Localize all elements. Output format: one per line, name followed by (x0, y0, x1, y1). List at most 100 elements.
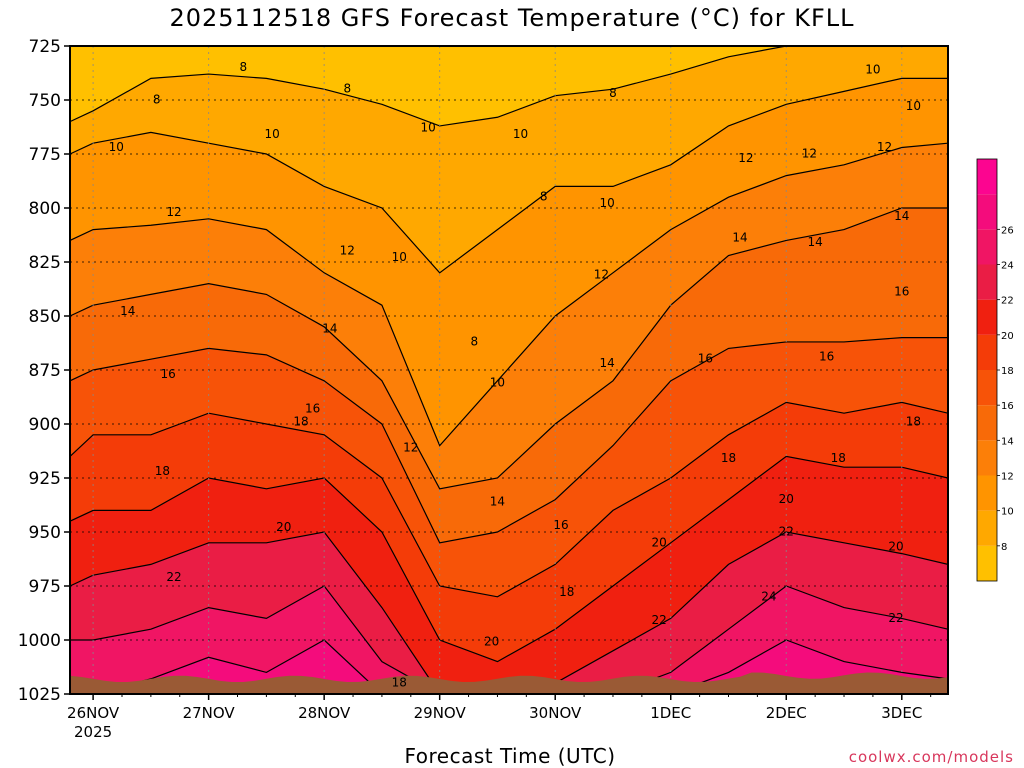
y-axis: 725 750 775 800 825 850 875 900 925 950 975 1000 102… (18, 37, 70, 705)
contour-label: 10 (420, 121, 435, 135)
contour-label: 20 (484, 635, 499, 649)
contour-label: 14 (120, 304, 135, 318)
colorbar-band-26 (977, 194, 997, 230)
colorbar-band-12 (977, 440, 997, 476)
isotherm-20 (70, 455, 948, 663)
y-tick-label: 775 (29, 145, 61, 165)
contour-label: 12 (594, 267, 609, 281)
y-tick-label: 725 (29, 37, 61, 57)
isotherm-10 (70, 77, 948, 274)
y-tick-label: 900 (29, 415, 61, 435)
isotherm-8 (70, 46, 948, 127)
colorbar-band-14 (977, 405, 997, 441)
contour-label: 8 (609, 86, 617, 100)
contour-label: 12 (802, 147, 817, 161)
contour-label: 12 (877, 140, 892, 154)
x-tick-sublabel: 2025 (74, 723, 112, 741)
colorbar-band-16 (977, 370, 997, 406)
colorbar-tick-label: 10 (1001, 507, 1014, 518)
colorbar: 8 10 12 14 16 18 20 22 24 26 (976, 158, 1014, 582)
x-axis-label: Forecast Time (UTC) (404, 744, 616, 768)
y-tick-label: 925 (29, 469, 61, 489)
contour-label: 12 (403, 440, 418, 454)
colorbar-tick-label: 26 (1001, 225, 1014, 236)
colorbar-band-24 (977, 229, 997, 265)
colorbar-tick-label: 20 (1001, 331, 1014, 342)
x-tick-label: 30NOV (529, 704, 582, 722)
colorbar-band-22 (977, 264, 997, 300)
contour-label: 10 (513, 127, 528, 141)
chart-title: 2025112518 GFS Forecast Temperature (°C)… (169, 4, 855, 32)
band-16-18 (70, 337, 948, 597)
contour-label: 10 (109, 140, 124, 154)
colorbar-tick-label: 22 (1001, 296, 1014, 307)
colorbar-band-20 (977, 299, 997, 335)
contour-label: 16 (305, 401, 320, 415)
contour-label: 22 (779, 525, 794, 539)
contour-label: 14 (490, 494, 505, 508)
x-tick-label: 3DEC (881, 704, 922, 722)
x-tick-label: 29NOV (414, 704, 467, 722)
contour-label: 22 (652, 613, 667, 627)
contour-label: 20 (888, 540, 903, 554)
contour-label: 10 (392, 250, 407, 264)
y-tick-label: 750 (29, 91, 61, 111)
contour-label: 8 (540, 190, 548, 204)
colorbar-band-18 (977, 334, 997, 370)
contour-label: 16 (698, 352, 713, 366)
y-tick-label: 950 (29, 523, 61, 543)
colorbar-tick-label: 12 (1001, 472, 1014, 483)
contour-label: 8 (239, 60, 247, 74)
contour-label: 18 (559, 585, 574, 599)
band-below-8 (70, 46, 948, 126)
contour-label: 12 (340, 244, 355, 258)
colorbar-tick-label: 8 (1001, 542, 1007, 553)
contour-label: 14 (894, 209, 909, 223)
contour-label: 22 (166, 570, 181, 584)
colorbar-band-6 (977, 545, 997, 581)
band-22-24 (70, 532, 948, 694)
contour-label: 16 (819, 350, 834, 364)
contour-label: 24 (761, 589, 776, 603)
contour-label: 16 (161, 367, 176, 381)
credit-link[interactable]: coolwx.com/models (848, 748, 1014, 766)
colorbar-tick-label: 18 (1001, 366, 1014, 377)
isotherm-26 (70, 639, 948, 694)
band-12-14 (70, 143, 948, 489)
contour-label: 20 (652, 535, 667, 549)
contour-label-layer: 8 8 8 8 8 8 10 10 10 10 10 10 10 10 10 12 12 12 12 12 12 12 14… (109, 60, 921, 690)
y-tick-label: 1025 (18, 685, 61, 705)
y-tick-label: 875 (29, 361, 61, 381)
contour-label: 8 (471, 334, 479, 348)
contour-label: 18 (392, 676, 407, 690)
contour-label: 10 (490, 375, 505, 389)
band-24-26 (70, 586, 948, 694)
isotherm-18 (70, 401, 948, 598)
y-tick-label: 1000 (18, 631, 61, 651)
contour-label: 18 (831, 451, 846, 465)
contour-label: 20 (779, 492, 794, 506)
y-tick-label: 850 (29, 307, 61, 327)
contour-label: 18 (155, 464, 170, 478)
contour-label: 10 (265, 127, 280, 141)
y-tick-label: 800 (29, 199, 61, 219)
x-tick-label: 26NOV (67, 704, 120, 722)
x-tick-label: 2DEC (766, 704, 807, 722)
contour-label: 10 (906, 99, 921, 113)
colorbar-tick-label: 16 (1001, 401, 1014, 412)
contour-label: 20 (276, 520, 291, 534)
contour-label: 22 (888, 611, 903, 625)
isotherm-22 (70, 531, 948, 694)
x-tick-label: 1DEC (650, 704, 691, 722)
contour-label: 10 (600, 196, 615, 210)
contour-label: 8 (153, 93, 161, 107)
isotherm-24 (70, 585, 948, 694)
x-tick-label: 27NOV (183, 704, 236, 722)
contour-label: 12 (738, 151, 753, 165)
x-tick-label: 28NOV (298, 704, 351, 722)
colorbar-tick-label: 14 (1001, 436, 1014, 447)
colorbar-band-28 (977, 159, 997, 195)
gridlines (70, 46, 948, 694)
y-tick-label: 975 (29, 577, 61, 597)
